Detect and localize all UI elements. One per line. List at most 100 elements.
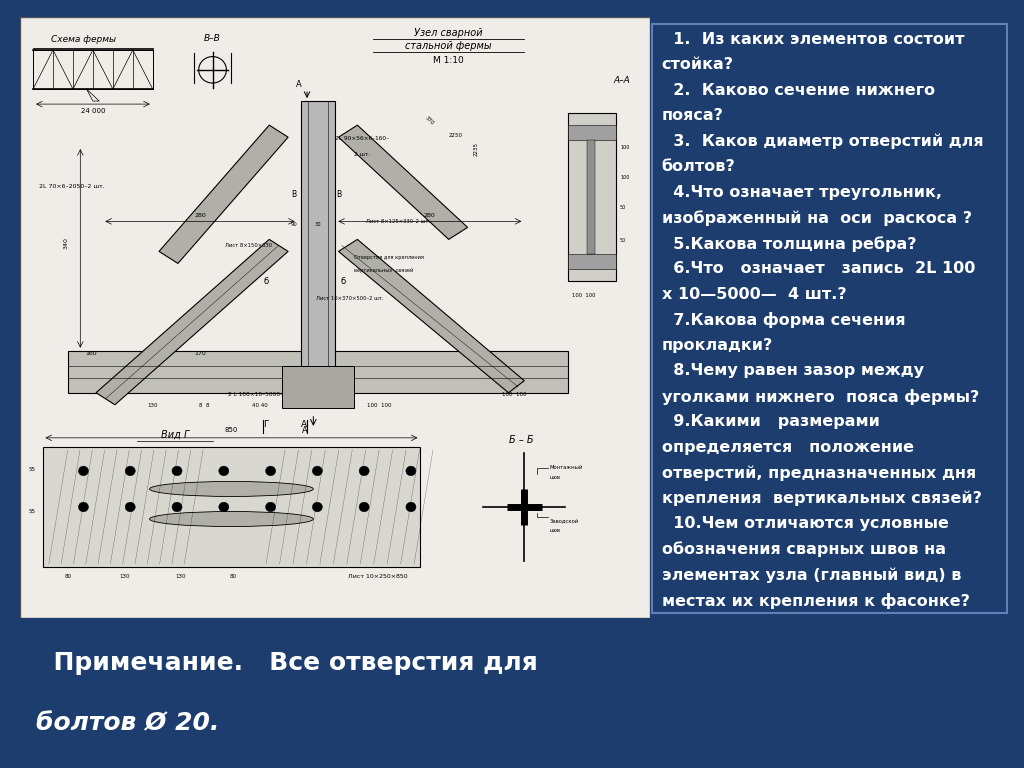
Ellipse shape [150, 511, 313, 527]
Text: 50: 50 [620, 205, 627, 210]
Text: 340: 340 [63, 237, 69, 250]
Text: 5.Какова толщина ребра?: 5.Какова толщина ребра? [662, 236, 916, 252]
Text: 8  8: 8 8 [199, 402, 210, 408]
Text: 2 L 100×10–5000–4шт.: 2 L 100×10–5000–4шт. [228, 392, 298, 397]
Polygon shape [339, 240, 524, 392]
Text: 130: 130 [147, 402, 158, 408]
Text: вертикальных  связей: вертикальных связей [354, 268, 414, 273]
Text: изображенный на  оси  раскоса ?: изображенный на оси раскоса ? [662, 210, 972, 226]
Text: 160: 160 [85, 351, 97, 356]
Text: 100  100: 100 100 [502, 392, 526, 397]
Text: 3.  Каков диаметр отверстий для: 3. Каков диаметр отверстий для [662, 134, 983, 150]
Circle shape [359, 502, 370, 511]
Text: Примечание.   Все отверстия для: Примечание. Все отверстия для [36, 651, 538, 675]
Circle shape [125, 502, 135, 511]
Text: 100  100: 100 100 [571, 293, 595, 297]
Text: 280: 280 [195, 213, 206, 217]
Text: В: В [337, 190, 342, 200]
Text: определяется   положение: определяется положение [662, 440, 913, 455]
Text: 55: 55 [29, 467, 35, 472]
Circle shape [359, 466, 370, 475]
Text: болтов?: болтов? [662, 160, 735, 174]
Bar [33, 50, 153, 89]
Text: Монтажный: Монтажный [550, 465, 583, 470]
Circle shape [312, 466, 323, 475]
Circle shape [406, 466, 416, 475]
Text: 30: 30 [314, 222, 322, 227]
Text: Отверстия для крепления: Отверстия для крепления [354, 255, 424, 260]
Circle shape [79, 502, 88, 511]
Text: А: А [296, 80, 301, 89]
Text: 55: 55 [29, 509, 35, 514]
Text: 280: 280 [424, 213, 435, 217]
Text: А–А: А–А [613, 76, 631, 85]
Text: Б – Б: Б – Б [509, 435, 534, 445]
Text: 24 000: 24 000 [81, 108, 105, 114]
Polygon shape [159, 125, 288, 263]
Text: крепления  вертикальных связей?: крепления вертикальных связей? [662, 491, 982, 506]
Text: 40 40: 40 40 [252, 402, 267, 408]
Text: А: А [302, 426, 308, 435]
Text: М 1:10: М 1:10 [433, 55, 464, 65]
Text: обозначения сварных швов на: обозначения сварных швов на [662, 541, 946, 558]
Circle shape [172, 466, 182, 475]
Text: Г: Г [263, 420, 268, 429]
Text: 2.  Каково сечение нижнего: 2. Каково сечение нижнего [662, 83, 935, 98]
Text: шов: шов [550, 475, 560, 480]
Text: 7.Какова форма сечения: 7.Какова форма сечения [662, 313, 905, 329]
Text: 6.Что   означает   запись  2L 100: 6.Что означает запись 2L 100 [662, 261, 975, 276]
Text: 8.Чему равен зазор между: 8.Чему равен зазор между [662, 363, 924, 379]
Text: стойка?: стойка? [662, 58, 734, 72]
Text: 850: 850 [224, 427, 239, 433]
Text: 80: 80 [65, 574, 72, 579]
Text: 130: 130 [119, 574, 130, 579]
Bar [301, 101, 336, 402]
Text: местах их крепления к фасонке?: местах их крепления к фасонке? [662, 593, 970, 609]
Text: 2235: 2235 [474, 142, 479, 156]
Text: б: б [341, 277, 346, 286]
Text: Лист 10×250×850: Лист 10×250×850 [348, 574, 408, 579]
Text: Заводской: Заводской [550, 518, 579, 523]
Bar [588, 141, 595, 254]
Text: 2250: 2250 [449, 133, 463, 138]
Circle shape [265, 502, 275, 511]
Text: болтов Ø 20.: болтов Ø 20. [36, 711, 219, 735]
Circle shape [406, 502, 416, 511]
Text: В: В [291, 190, 296, 200]
Text: 80: 80 [229, 574, 237, 579]
Text: 100: 100 [620, 175, 630, 180]
Text: 4.Что означает треугольник,: 4.Что означает треугольник, [662, 185, 942, 200]
Text: 90: 90 [291, 222, 297, 227]
Bar [68, 351, 568, 392]
Text: х 10—5000—  4 шт.?: х 10—5000— 4 шт.? [662, 286, 847, 302]
Text: 370: 370 [424, 115, 434, 126]
Text: шов: шов [550, 528, 560, 533]
Polygon shape [96, 240, 288, 405]
Circle shape [265, 466, 275, 475]
Text: 130: 130 [176, 574, 186, 579]
Circle shape [219, 502, 228, 511]
Bar [568, 113, 615, 282]
Text: б: б [263, 277, 268, 286]
Bar [568, 125, 615, 141]
Bar [43, 447, 421, 567]
Text: стальной фермы: стальной фермы [406, 41, 492, 51]
Text: 50: 50 [620, 238, 627, 243]
Ellipse shape [150, 482, 313, 496]
Text: 100  100: 100 100 [368, 402, 392, 408]
Text: В–В: В–В [204, 34, 221, 43]
Text: Лист 8×125×330–2 шт.: Лист 8×125×330–2 шт. [366, 219, 430, 223]
Text: уголками нижнего  пояса фермы?: уголками нижнего пояса фермы? [662, 389, 979, 405]
Text: 9.Какими   размерами: 9.Какими размерами [662, 414, 880, 429]
Text: Вид Г: Вид Г [161, 430, 189, 440]
Text: 2L 70×6–2050–2 шт.: 2L 70×6–2050–2 шт. [39, 184, 105, 189]
Text: Схема фермы: Схема фермы [51, 35, 116, 44]
Text: прокладки?: прокладки? [662, 338, 773, 353]
Text: 100: 100 [620, 145, 630, 151]
Text: 10.Чем отличаются условные: 10.Чем отличаются условные [662, 516, 948, 531]
Text: 2L 90×56×6–160–: 2L 90×56×6–160– [336, 136, 389, 141]
Circle shape [172, 502, 182, 511]
Text: отверстий, предназначенных дня: отверстий, предназначенных дня [662, 465, 976, 481]
Circle shape [219, 466, 228, 475]
Bar [568, 254, 615, 270]
